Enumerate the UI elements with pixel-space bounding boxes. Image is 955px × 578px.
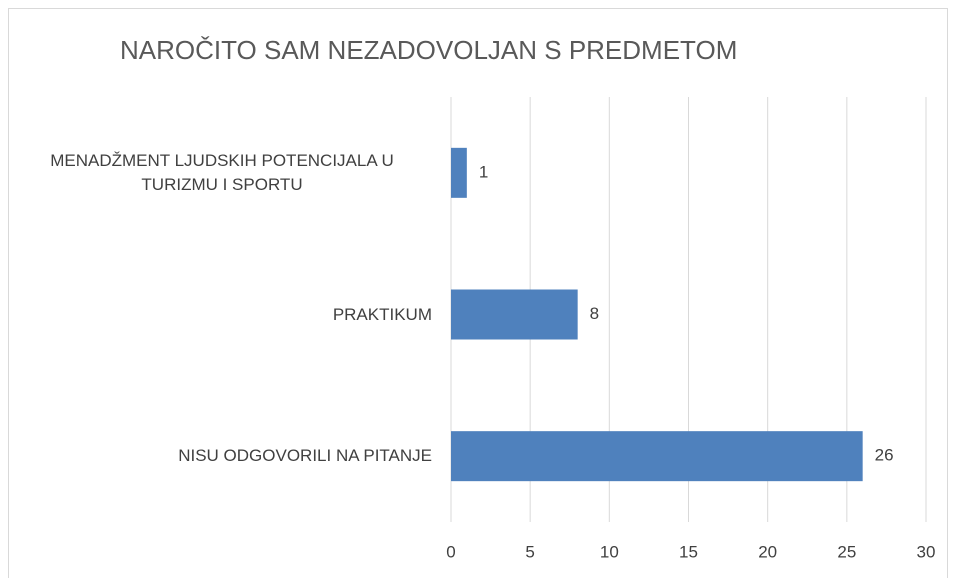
chart-frame [8, 8, 948, 578]
x-tick-label: 30 [917, 542, 936, 561]
x-tick-label: 15 [679, 542, 698, 561]
bar [451, 147, 467, 198]
x-tick-label: 10 [600, 542, 619, 561]
data-label: 8 [590, 304, 599, 323]
x-tick-label: 20 [758, 542, 777, 561]
bar [451, 289, 578, 340]
bar [451, 431, 863, 482]
x-tick-label: 0 [446, 542, 455, 561]
y-tick-label: NISU ODGOVORILI NA PITANJE [178, 446, 432, 466]
chart-title: NAROČITO SAM NEZADOVOLJAN S PREDMETOM [120, 35, 737, 65]
data-label: 26 [875, 446, 894, 465]
y-tick-label: MENADŽMENT LJUDSKIH POTENCIJALA U TURIZM… [50, 150, 394, 194]
x-tick-label: 25 [837, 542, 856, 561]
y-tick-label: PRAKTIKUM [332, 304, 432, 324]
data-label: 1 [479, 162, 488, 181]
x-tick-label: 5 [525, 542, 534, 561]
